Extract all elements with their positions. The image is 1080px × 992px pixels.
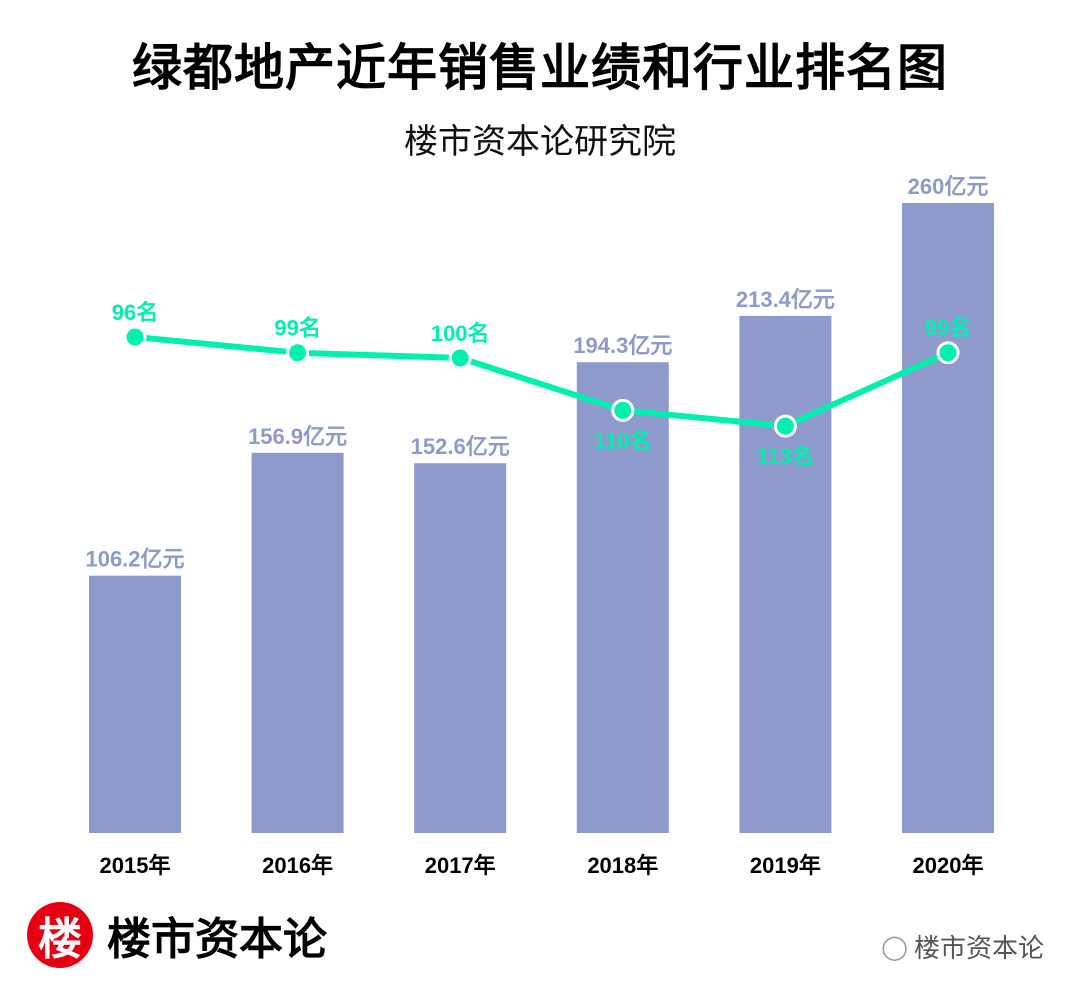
rank-point xyxy=(936,341,960,365)
wechat-icon: ◯ xyxy=(881,932,908,961)
rank-point xyxy=(448,346,472,370)
bar xyxy=(89,575,181,833)
x-tick-label: 2020年 xyxy=(913,853,984,878)
rank-line xyxy=(134,334,950,430)
bar xyxy=(902,203,994,833)
x-tick-label: 2019年 xyxy=(750,853,821,878)
rank-label: 96名 xyxy=(112,300,158,325)
rank-label: 113名 xyxy=(757,444,815,469)
rank-point xyxy=(773,414,797,438)
rank-label: 110名 xyxy=(594,428,652,453)
x-tick-label: 2016年 xyxy=(262,853,333,878)
rank-label: 99名 xyxy=(274,316,320,341)
rank-point xyxy=(611,398,635,422)
bar-value-label: 106.2亿元 xyxy=(85,547,184,572)
bar-value-label: 194.3亿元 xyxy=(573,333,672,358)
rank-point xyxy=(286,341,310,365)
logo-mark: 楼 xyxy=(27,902,93,968)
x-tick-label: 2017年 xyxy=(425,853,496,878)
rank-point xyxy=(123,325,147,349)
x-tick-label: 2018年 xyxy=(587,853,658,878)
chart-subtitle: 楼市资本论研究院 xyxy=(404,122,676,162)
bar-value-label: 152.6亿元 xyxy=(411,434,510,459)
bar xyxy=(739,315,832,833)
bar-value-label: 213.4亿元 xyxy=(736,287,835,312)
bar-value-label: 156.9亿元 xyxy=(248,424,347,449)
bar-value-label: 260亿元 xyxy=(908,174,989,199)
logo: 楼 楼市资本论 xyxy=(27,902,327,968)
bar xyxy=(251,452,344,833)
logo-text: 楼市资本论 xyxy=(107,914,327,965)
watermark-text: 楼市资本论 xyxy=(913,934,1044,964)
chart-title: 绿都地产近年销售业绩和行业排名图 xyxy=(132,39,948,97)
bar xyxy=(576,362,669,833)
watermark: ◯ 楼市资本论 xyxy=(881,928,1044,965)
rank-label: 99名 xyxy=(925,316,971,341)
bar xyxy=(414,463,507,833)
rank-label: 100名 xyxy=(431,321,490,346)
x-tick-label: 2015年 xyxy=(100,853,171,878)
